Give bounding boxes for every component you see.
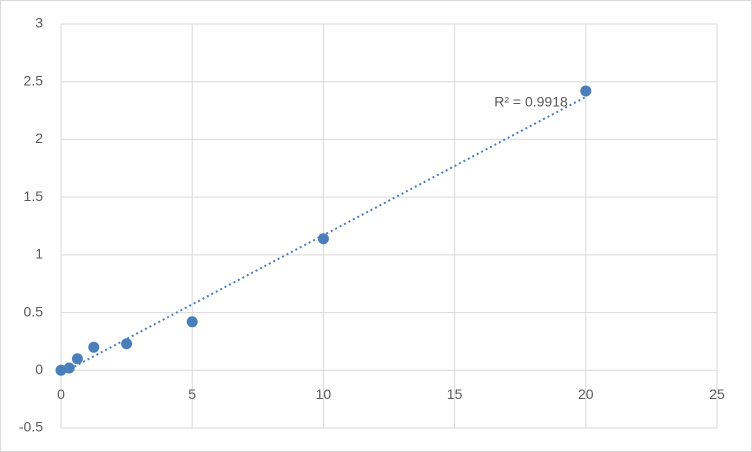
y-tick-label: 2.5 <box>24 72 44 88</box>
x-tick-label: 0 <box>57 386 65 402</box>
y-tick-label: 0 <box>35 361 43 377</box>
point <box>186 316 198 328</box>
y-tick-label: 2 <box>35 130 43 146</box>
x-tick-label: 25 <box>709 386 725 402</box>
y-tick-label: 1.5 <box>24 188 44 204</box>
point <box>63 362 75 374</box>
point <box>71 353 83 365</box>
y-tick-label: -0.5 <box>19 419 43 435</box>
point <box>580 85 592 97</box>
x-tick-label: 15 <box>447 386 463 402</box>
x-tick-label: 10 <box>316 386 332 402</box>
point <box>317 233 329 245</box>
x-tick-label: 5 <box>188 386 196 402</box>
trendline-label: R² = 0.9918 <box>494 94 568 110</box>
point <box>88 341 100 353</box>
y-tick-label: 1 <box>35 246 43 262</box>
y-tick-label: 0.5 <box>24 303 44 319</box>
y-tick-label: 3 <box>35 15 43 31</box>
point <box>121 338 133 350</box>
x-tick-label: 20 <box>578 386 594 402</box>
